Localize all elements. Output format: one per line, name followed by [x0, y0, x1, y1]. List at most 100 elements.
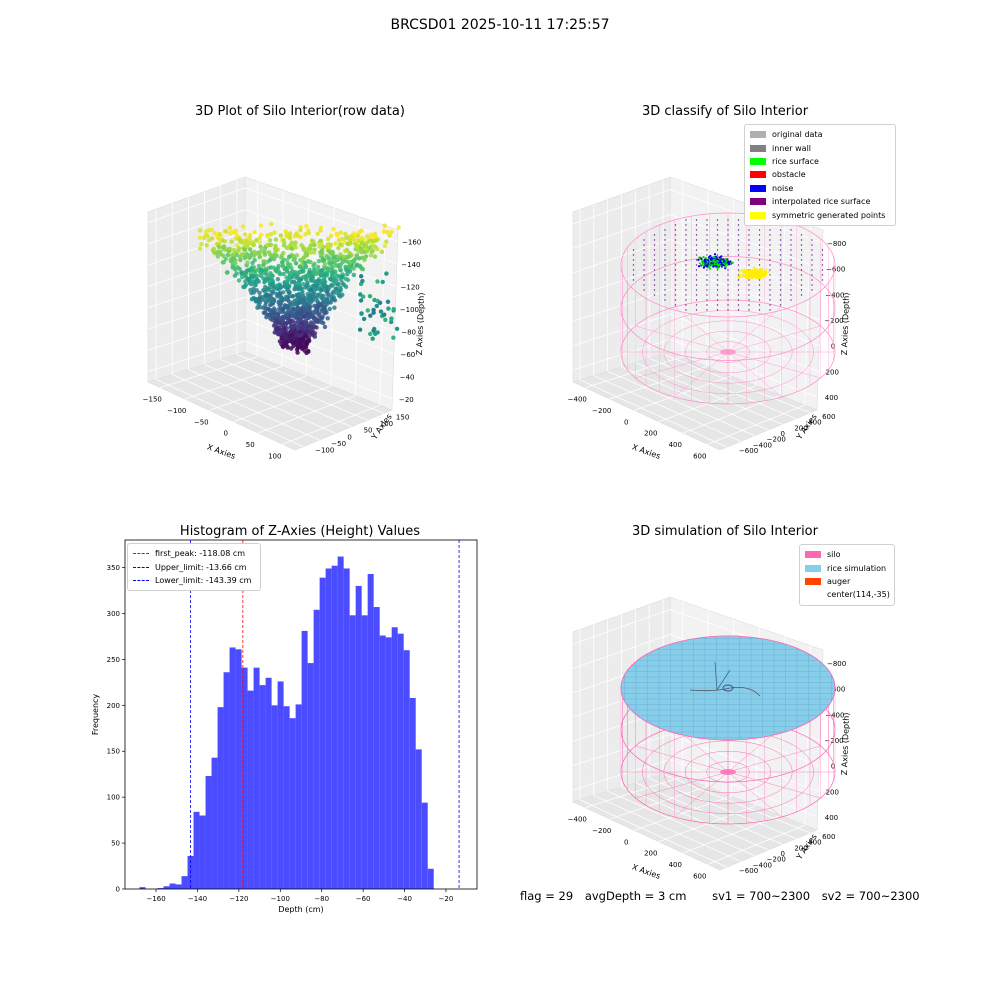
data-point [271, 285, 276, 291]
data-point [294, 301, 299, 307]
rice-point [715, 263, 718, 266]
silo-floor-spoke [727, 771, 782, 818]
histogram-legend: first_peak: -118.08 cm Upper_limit: -13.6… [127, 543, 261, 592]
data-point [228, 258, 234, 264]
data-point [312, 331, 318, 336]
data-point [255, 250, 261, 255]
data-point [298, 264, 303, 270]
data-point [229, 239, 234, 244]
grid-line [147, 318, 246, 351]
data-point [254, 288, 259, 293]
interp-point [685, 239, 687, 241]
interp-point [716, 244, 719, 246]
y-tick-label: −400 [753, 441, 772, 449]
data-point [285, 344, 290, 349]
rice-point [709, 267, 712, 270]
rice-point [720, 263, 723, 266]
data-point [267, 279, 272, 284]
data-point [338, 285, 343, 290]
data-point [269, 299, 274, 304]
data-point [285, 320, 290, 325]
histogram-bar [349, 615, 356, 889]
interp-point [653, 239, 656, 241]
data-point [315, 264, 321, 270]
data-point [259, 268, 265, 273]
data-point [293, 280, 298, 286]
interp-point [706, 294, 708, 296]
data-point [269, 221, 274, 227]
interp-point [758, 304, 761, 306]
data-point [281, 307, 286, 312]
data-point [361, 316, 367, 322]
histogram-bar [415, 749, 422, 889]
rice-point [710, 264, 713, 267]
interp-point [779, 259, 782, 261]
data-point [315, 231, 320, 236]
data-point [343, 264, 348, 270]
legend-label: Upper_limit: -13.66 cm [155, 562, 247, 572]
symmetric-points [737, 266, 771, 280]
interp-point [674, 224, 677, 226]
z-tick-label: −200 [824, 737, 843, 745]
interp-point [685, 294, 687, 296]
interp-point [643, 239, 645, 241]
data-point [297, 295, 302, 301]
data-point [295, 305, 300, 310]
data-point [275, 247, 280, 252]
data-point [331, 275, 337, 280]
interp-point [790, 229, 792, 231]
data-point [254, 238, 259, 243]
symmetric-point [745, 276, 748, 279]
rice-point [724, 263, 727, 266]
y-tick-label: 400 [808, 419, 821, 427]
interp-point [811, 284, 813, 286]
interp-point [664, 274, 666, 276]
interp-point [758, 299, 761, 301]
rice-point [722, 264, 725, 267]
data-point [304, 341, 310, 347]
data-point [230, 262, 236, 267]
grid-line [233, 385, 331, 423]
grid-line [662, 353, 811, 414]
data-point [342, 239, 347, 245]
data-point [312, 283, 317, 288]
data-point [284, 279, 290, 284]
data-point [371, 307, 376, 313]
data-point [252, 229, 257, 235]
z-tick-label: −120 [401, 283, 420, 291]
histogram-bar [289, 718, 296, 889]
legend-swatch [750, 198, 766, 206]
interp-point [779, 269, 782, 271]
silo-floor-spoke [674, 351, 729, 398]
silo-wireframe [620, 212, 836, 405]
histogram-bar [223, 672, 230, 889]
interp-point [769, 264, 771, 266]
interp-point [779, 249, 782, 251]
interp-point [727, 224, 729, 226]
data-point [301, 281, 306, 287]
interp-point [695, 304, 698, 306]
interp-point [769, 274, 771, 276]
y-tick-label: 200 [794, 844, 807, 852]
data-point [268, 252, 273, 257]
symmetric-point [749, 270, 753, 273]
histogram-bar [325, 568, 332, 889]
data-point [285, 257, 290, 263]
data-point [317, 294, 322, 299]
interp-point [727, 294, 729, 296]
data-point [238, 238, 243, 243]
x-tick-label: 400 [669, 861, 682, 869]
interp-point [685, 234, 687, 236]
interp-point [674, 234, 677, 236]
data-point [340, 236, 345, 241]
data-point [387, 231, 392, 236]
grid-line [669, 759, 818, 818]
z-tick-label: −200 [824, 317, 843, 325]
interp-point [674, 274, 677, 276]
data-point [206, 238, 212, 243]
data-point [303, 285, 308, 290]
x-axis-title: Depth (cm) [278, 905, 323, 914]
interp-point [790, 249, 792, 251]
data-point [372, 254, 378, 259]
symmetric-point [750, 276, 753, 280]
